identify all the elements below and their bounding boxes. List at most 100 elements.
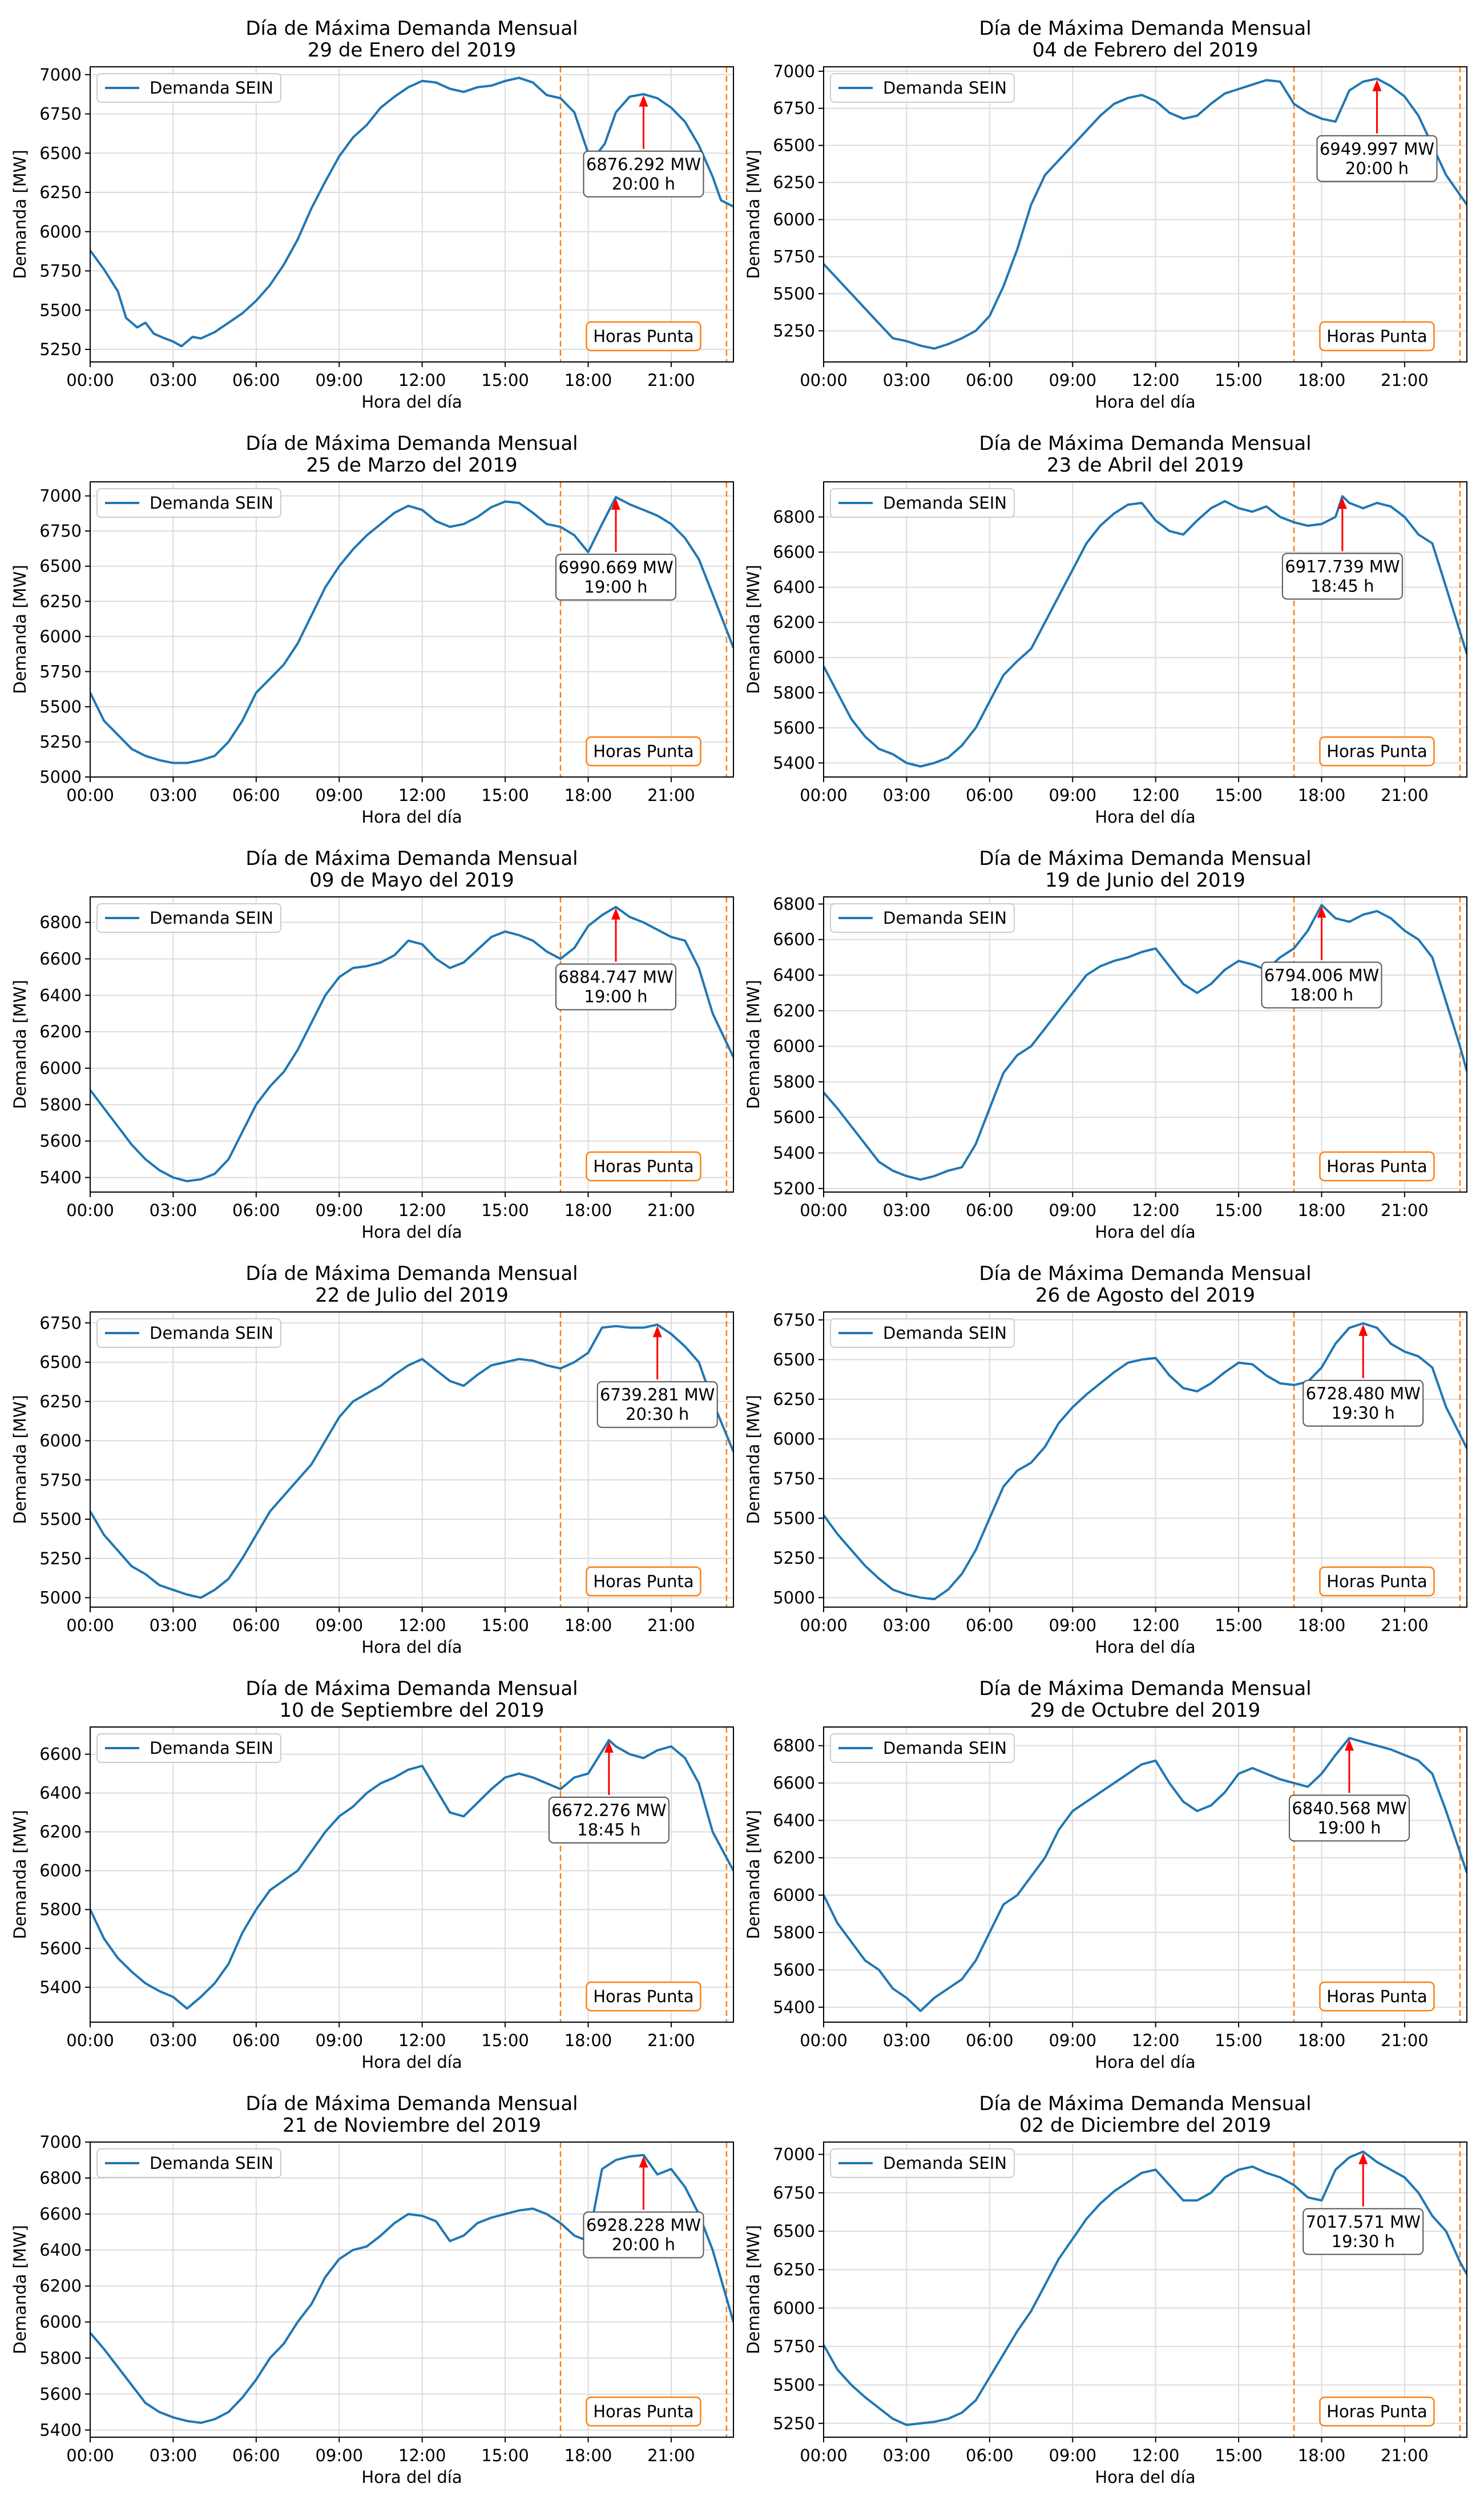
x-tick-label: 00:00: [66, 2446, 114, 2465]
series-line-demanda: [90, 77, 733, 348]
peak-hours-box-frame: [1319, 2396, 1435, 2427]
x-tick-label: 12:00: [398, 371, 446, 390]
series-line-demanda: [824, 2150, 1467, 2426]
max-time-label: 20:00 h: [612, 2235, 675, 2255]
chart-title: Día de Máxima Demanda Mensual: [979, 432, 1311, 455]
y-tick-label: 6250: [773, 173, 815, 192]
max-time-label: 18:45 h: [1310, 576, 1374, 595]
peak-hours-box-frame: [586, 1981, 701, 2012]
y-tick-label: 6400: [39, 1784, 82, 1803]
x-tick-label: 15:00: [1215, 371, 1263, 390]
series-line-demanda: [90, 1739, 733, 2010]
y-axis-label: Demanda [MW]: [744, 1810, 763, 1939]
y-tick-label: 6750: [773, 99, 815, 118]
max-arrow-head: [604, 1741, 614, 1753]
y-axis-label: Demanda [MW]: [744, 565, 763, 694]
x-tick-label: 00:00: [800, 2446, 848, 2465]
y-tick-label: 5750: [39, 261, 82, 281]
x-tick-label: 21:00: [1381, 2031, 1429, 2050]
chart-title: Día de Máxima Demanda Mensual: [245, 2092, 578, 2115]
legend-box: [830, 903, 1015, 933]
max-time-label: 20:00 h: [1345, 159, 1409, 178]
peak-hours-box-label: Horas Punta: [1326, 1987, 1427, 2006]
grid-lines: [823, 2142, 1467, 2437]
legend-box: [96, 2148, 281, 2178]
y-tick-label: 6400: [39, 2240, 82, 2260]
y-tick-label: 5600: [39, 2384, 82, 2404]
y-tick-label: 5250: [39, 732, 82, 751]
x-tick-label: 06:00: [966, 2031, 1014, 2050]
max-time-label: 18:45 h: [577, 1820, 640, 1839]
y-axis-label: Demanda [MW]: [10, 1395, 30, 1524]
y-tick-label: 6000: [773, 1037, 815, 1056]
x-tick-label: 18:00: [564, 2446, 612, 2465]
y-tick-label: 6500: [39, 557, 82, 576]
grid-lines: [823, 897, 1467, 1192]
x-axis: 00:00 03:00 06:00 09:00 12:00 15:00 18:00 21:00: [66, 362, 695, 390]
x-tick-label: 18:00: [1298, 1201, 1346, 1220]
x-axis: 00:00 03:00 06:00 09:00 12:00 15:00 18:00 21:00: [66, 1607, 695, 1635]
y-tick-label: 5600: [39, 1939, 82, 1958]
x-tick-label: 06:00: [966, 1201, 1014, 1220]
peak-hours-box-frame: [1319, 1981, 1435, 2012]
x-axis: 00:00 03:00 06:00 09:00 12:00 15:00 18:00 21:00: [66, 777, 695, 805]
y-tick-label: 6000: [773, 1429, 815, 1448]
y-axis: 5400 5600 5800 6000 6200 6400 6600 6800: [773, 508, 824, 772]
chart-subtitle: 22 de Julio del 2019: [315, 1284, 509, 1307]
x-tick-label: 09:00: [315, 786, 363, 805]
y-tick-label: 6000: [39, 627, 82, 646]
peak-hours-box: Horas Punta: [586, 321, 701, 352]
peak-hours-box-frame: [586, 736, 701, 767]
y-tick-label: 6500: [773, 1350, 815, 1369]
y-tick-label: 6200: [773, 1001, 815, 1020]
y-tick-label: 6000: [39, 222, 82, 241]
legend-label: Demanda SEIN: [150, 908, 273, 928]
legend-label: Demanda SEIN: [883, 493, 1007, 513]
chart-title: Día de Máxima Demanda Mensual: [979, 17, 1311, 40]
peak-hours-box-label: Horas Punta: [593, 1987, 693, 2006]
peak-hours-box: Horas Punta: [586, 1151, 701, 1182]
y-axis: 5250 5500 5750 6000 6250 6500 6750 7000: [773, 62, 824, 340]
legend: Demanda SEIN: [96, 2148, 281, 2178]
legend: Demanda SEIN: [96, 903, 281, 933]
x-axis: 00:00 03:00 06:00 09:00 12:00 15:00 18:00 21:00: [800, 362, 1429, 390]
series-line-demanda: [824, 1322, 1467, 1601]
y-axis: 5200 5400 5600 5800 6000 6200 6400 6600 6800: [773, 894, 824, 1198]
y-axis: 5400 5600 5800 6000 6200 6400 6600: [39, 1745, 90, 1997]
y-axis-label: Demanda [MW]: [744, 1395, 763, 1524]
y-tick-label: 6250: [773, 2260, 815, 2279]
x-axis-label: Hora del día: [361, 1637, 462, 1657]
x-tick-label: 03:00: [883, 786, 931, 805]
max-label-box: [1281, 553, 1403, 600]
y-tick-label: 5500: [773, 2375, 815, 2394]
max-value-label: 7017.571 MW: [1306, 2212, 1421, 2232]
plot-frame: [823, 2141, 1467, 2438]
x-tick-label: 12:00: [398, 1616, 446, 1635]
plot-frame: [823, 66, 1467, 363]
legend-box: [830, 2148, 1015, 2178]
peak-hours-box-label: Horas Punta: [1326, 327, 1427, 346]
y-tick-label: 7000: [773, 62, 815, 81]
peak-hours-box-label: Horas Punta: [1326, 2402, 1427, 2421]
max-arrow-head: [1344, 1739, 1354, 1751]
x-tick-label: 12:00: [1132, 2031, 1180, 2050]
y-tick-label: 6800: [773, 1736, 815, 1756]
x-tick-label: 15:00: [481, 786, 529, 805]
legend-label: Demanda SEIN: [883, 2153, 1007, 2173]
x-axis: 00:00 03:00 06:00 09:00 12:00 15:00 18:00 21:00: [66, 2437, 695, 2465]
y-tick-label: 5200: [773, 1179, 815, 1198]
series-line-demanda: [824, 904, 1467, 1181]
peak-hours-box: Horas Punta: [1319, 321, 1435, 352]
peak-hours-box-label: Horas Punta: [593, 1157, 693, 1176]
y-tick-label: 6250: [39, 1392, 82, 1411]
y-tick-label: 5400: [773, 753, 815, 772]
series-line-demanda: [90, 2153, 733, 2424]
max-time-label: 19:00 h: [584, 577, 647, 597]
y-axis: 5250 5500 5750 6000 6250 6500 6750 7000: [773, 2145, 824, 2433]
